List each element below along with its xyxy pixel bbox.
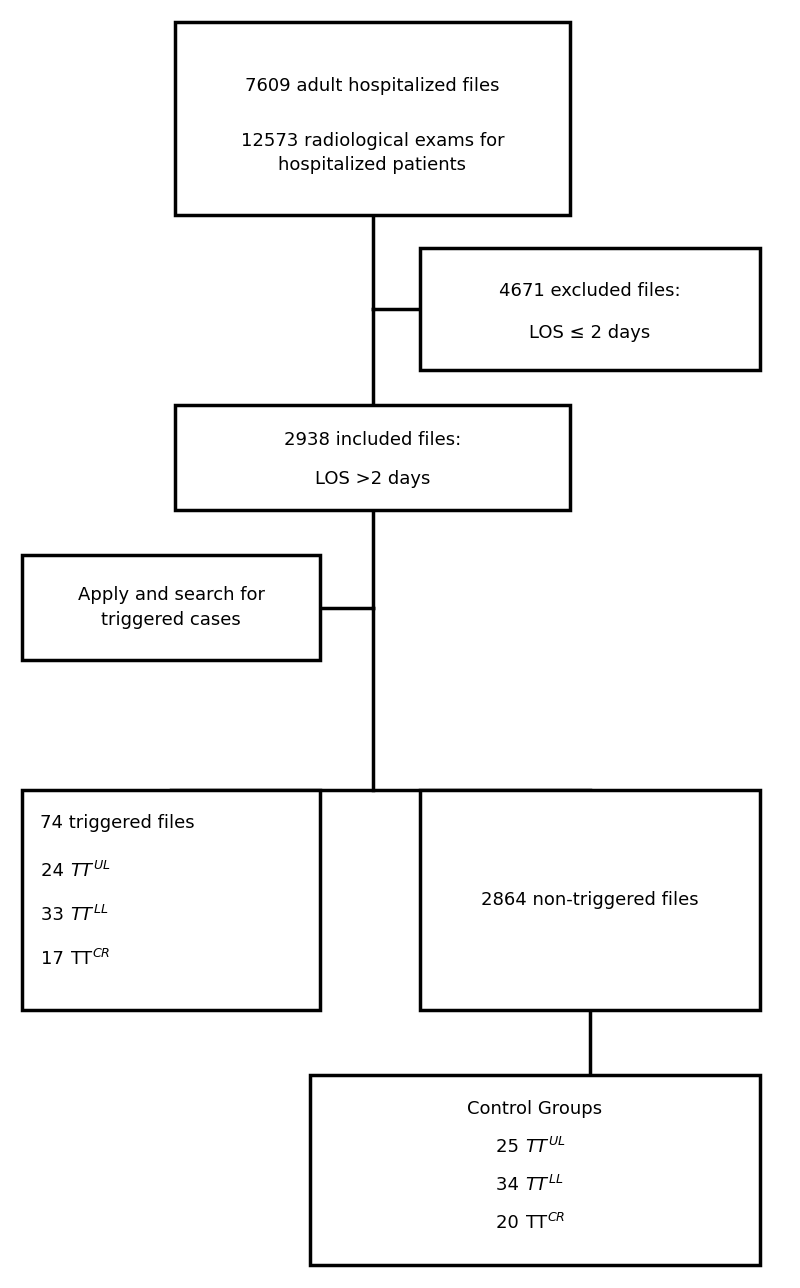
Bar xyxy=(310,1075,760,1265)
Text: 2864 non-triggered files: 2864 non-triggered files xyxy=(481,891,699,909)
Text: $\mathit{TT}^{UL}$: $\mathit{TT}^{UL}$ xyxy=(525,1137,566,1157)
Text: $\mathit{TT}^{LL}$: $\mathit{TT}^{LL}$ xyxy=(70,905,109,926)
Text: 2938 included files:: 2938 included files: xyxy=(284,430,461,448)
Bar xyxy=(22,790,320,1010)
Text: LOS ≤ 2 days: LOS ≤ 2 days xyxy=(530,325,650,343)
Bar xyxy=(22,555,320,659)
Text: 20: 20 xyxy=(497,1215,525,1233)
Bar xyxy=(175,22,570,215)
Text: LOS >2 days: LOS >2 days xyxy=(315,470,430,487)
Text: $\mathit{TT}^{LL}$: $\mathit{TT}^{LL}$ xyxy=(525,1175,563,1195)
Text: $\mathit{TT}^{UL}$: $\mathit{TT}^{UL}$ xyxy=(70,862,110,881)
Text: 25: 25 xyxy=(496,1139,525,1157)
Text: 4671 excluded files:: 4671 excluded files: xyxy=(499,282,681,300)
Bar xyxy=(420,249,760,370)
Bar xyxy=(420,790,760,1010)
Text: Apply and search for
triggered cases: Apply and search for triggered cases xyxy=(78,586,265,629)
Text: $\mathrm{TT}^{CR}$: $\mathrm{TT}^{CR}$ xyxy=(525,1213,566,1233)
Text: $\mathrm{TT}^{CR}$: $\mathrm{TT}^{CR}$ xyxy=(70,949,110,970)
Text: 74 triggered files: 74 triggered files xyxy=(40,814,194,832)
Text: 12573 radiological exams for
hospitalized patients: 12573 radiological exams for hospitalize… xyxy=(241,133,504,174)
Text: 33: 33 xyxy=(42,907,70,925)
Bar xyxy=(175,404,570,510)
Text: 24: 24 xyxy=(42,863,70,881)
Text: 7609 adult hospitalized files: 7609 adult hospitalized files xyxy=(246,77,500,95)
Text: 34: 34 xyxy=(496,1176,525,1194)
Text: 17: 17 xyxy=(42,951,70,969)
Text: Control Groups: Control Groups xyxy=(467,1100,602,1118)
